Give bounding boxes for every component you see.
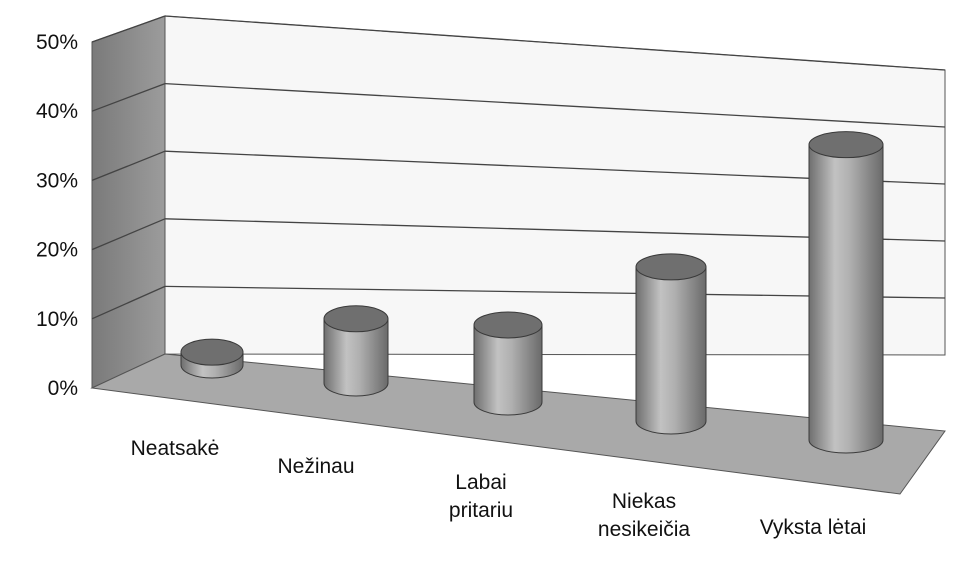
y-tick-label: 30% xyxy=(36,169,78,192)
gridline-side xyxy=(91,15,166,43)
bar-body xyxy=(808,144,884,454)
y-tick-label: 50% xyxy=(36,31,78,54)
category-label: Vyksta lėtai xyxy=(760,516,867,539)
bar xyxy=(323,305,389,397)
category-labels: Neatsakė Nežinau Labai pritariu Niekas nesike… xyxy=(131,437,867,541)
gridline-side xyxy=(91,285,166,320)
category-label: Labai pritariu xyxy=(449,471,513,522)
bar-body xyxy=(323,318,389,397)
bar xyxy=(180,338,244,379)
gridline-side xyxy=(91,150,166,182)
bar-body xyxy=(635,266,707,435)
bar-body xyxy=(473,324,543,416)
y-tick-label: 20% xyxy=(36,239,78,262)
bar xyxy=(808,131,884,454)
category-label: Nežinau xyxy=(277,455,354,478)
bar-top xyxy=(323,305,389,333)
bar-top xyxy=(473,311,543,339)
category-label: Niekas nesikeičia xyxy=(598,490,691,541)
bar-top xyxy=(635,253,707,281)
y-tick-label: 40% xyxy=(36,100,78,123)
bars xyxy=(180,131,884,454)
bar-top xyxy=(808,131,884,159)
side-wall xyxy=(91,15,166,389)
gridline xyxy=(164,15,946,71)
bar xyxy=(635,253,707,435)
floor xyxy=(90,353,946,495)
y-axis-ticks: 0% 10% 20% 30% 40% 50% xyxy=(36,31,78,400)
gridline-side xyxy=(91,82,166,112)
gridline xyxy=(164,82,946,128)
y-tick-label: 0% xyxy=(48,377,78,400)
category-label: Neatsakė xyxy=(131,437,220,460)
bar xyxy=(473,311,543,416)
y-tick-label: 10% xyxy=(36,308,78,331)
bar-top xyxy=(180,338,244,366)
gridline-side xyxy=(91,218,166,251)
